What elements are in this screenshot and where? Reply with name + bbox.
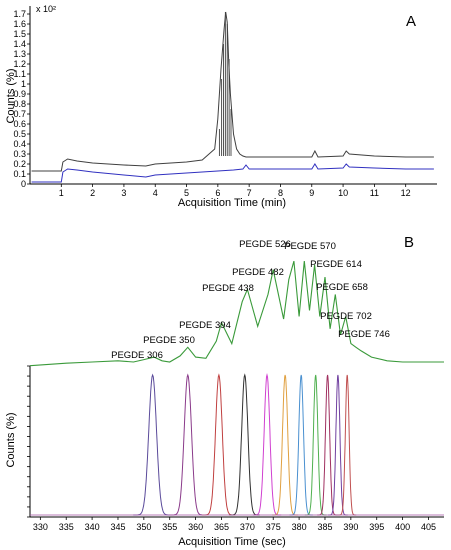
panel-b-x-tick-label: 340 xyxy=(85,522,100,532)
panel-b-x-tick-label: 345 xyxy=(110,522,125,532)
panel-a-y-tick-label: 0 xyxy=(21,179,26,189)
panel-b-peak-label: PEGDE 702 xyxy=(320,311,372,322)
panel-a-y-tick-label: 0.3 xyxy=(13,149,26,159)
panel-a-y-tick-label: 1.3 xyxy=(13,49,26,59)
panel-b-x-tick-label: 330 xyxy=(33,522,48,532)
panel-b-x-tick-label: 395 xyxy=(369,522,384,532)
panel-a-chart: A x 10² Counts (%) Acquisition Time (min… xyxy=(5,4,437,209)
panel-a-y-tick-label: 1 xyxy=(21,79,26,89)
panel-a-y-tick-label: 1.1 xyxy=(13,69,26,79)
panel-a-y-tick-label: 1.6 xyxy=(13,19,26,29)
panel-b-x-axis-title: Acquisition Time (sec) xyxy=(178,536,286,548)
panel-b-x-tick-label: 370 xyxy=(240,522,255,532)
panel-a-y-tick-label: 0.9 xyxy=(13,89,26,99)
panel-b-eic-peak xyxy=(289,374,313,516)
panel-a-x-axis-title: Acquisition Time (min) xyxy=(178,197,286,209)
panel-a-y-tick-label: 1.7 xyxy=(13,9,26,19)
panel-b-x-tick-label: 355 xyxy=(162,522,177,532)
panel-a-x-tick-label: 6 xyxy=(215,188,220,198)
panel-a-y-tick-label: 0.6 xyxy=(13,119,26,129)
panel-a-series-line xyxy=(31,11,434,172)
panel-a-y-tick-label: 1.2 xyxy=(13,59,26,69)
panel-b-peak-label: PEGDE 482 xyxy=(232,267,284,278)
panel-b-eic-peak xyxy=(337,374,357,516)
panel-b-x-tick-label: 365 xyxy=(214,522,229,532)
panel-a-x-tick-label: 10 xyxy=(338,188,348,198)
panel-b-eic-peak xyxy=(229,373,260,516)
panel-b-eic-peak xyxy=(272,374,299,516)
panel-b-peak-label: PEGDE 746 xyxy=(338,329,390,340)
panel-b-peak-label: PEGDE 350 xyxy=(143,335,195,346)
panel-b-peak-label: PEGDE 438 xyxy=(202,283,254,294)
panel-b-eic-peak xyxy=(133,373,173,516)
panel-b-x-tick-label: 385 xyxy=(317,522,332,532)
panel-b-peak-label: PEGDE 306 xyxy=(111,350,163,361)
panel-a-x-tick-label: 3 xyxy=(121,188,126,198)
panel-b-chart: B Counts (%) Acquisition Time (sec) 330 3… xyxy=(5,234,444,548)
panel-b-peak-label: PEGDE 614 xyxy=(310,259,362,270)
panel-a-y-tick-label: 0.7 xyxy=(13,109,26,119)
panel-a-y-tick-label: 0.8 xyxy=(13,99,26,109)
panel-a-x-tick-label: 5 xyxy=(184,188,189,198)
panel-a-series-line xyxy=(31,163,434,183)
panel-b-tic-line xyxy=(29,260,444,367)
panel-a-x-tick-label: 8 xyxy=(278,188,283,198)
panel-a-y-tick-label: 0.2 xyxy=(13,159,26,169)
panel-a-y-tick-label: 1.5 xyxy=(13,29,26,39)
panel-b-peak-label: PEGDE 394 xyxy=(179,320,231,331)
panel-a-y-tick-label: 0.5 xyxy=(13,129,26,139)
panel-a-x-tick-label: 2 xyxy=(90,188,95,198)
panel-a-x-tick-label: 9 xyxy=(309,188,314,198)
panel-a-x-tick-label: 1 xyxy=(59,188,64,198)
panel-b-x-tick-label: 360 xyxy=(188,522,203,532)
panel-a-y-tick-label: 1.4 xyxy=(13,39,26,49)
panel-a-letter: A xyxy=(406,13,416,30)
panel-b-x-tick-label: 405 xyxy=(421,522,436,532)
panel-b-eic-peak xyxy=(328,374,348,516)
panel-b-peak-label: PEGDE 658 xyxy=(316,282,368,293)
panel-a-x-tick-label: 12 xyxy=(401,188,411,198)
panel-b-x-tick-label: 350 xyxy=(136,522,151,532)
panel-a-x-tick-label: 11 xyxy=(370,188,379,198)
panel-a-y-multiplier: x 10² xyxy=(36,4,56,14)
panel-b-x-tick-label: 400 xyxy=(395,522,410,532)
panel-a-x-tick-label: 7 xyxy=(247,188,252,198)
panel-b-eic-peak xyxy=(304,374,327,516)
panel-b-x-tick-label: 390 xyxy=(343,522,358,532)
panel-a-y-tick-label: 0.1 xyxy=(13,169,26,179)
panel-b-x-tick-label: 335 xyxy=(59,522,74,532)
panel-b-eic-peak xyxy=(169,373,206,516)
panel-b-y-axis-title: Counts (%) xyxy=(5,412,17,467)
panel-b-x-tick-label: 375 xyxy=(266,522,281,532)
panel-a-x-tick-label: 4 xyxy=(153,188,158,198)
panel-a-y-tick-label: 0.4 xyxy=(13,139,26,149)
panel-b-eic-peak xyxy=(317,374,338,516)
panel-b-x-tick-label: 380 xyxy=(292,522,307,532)
panel-b-peak-label: PEGDE 570 xyxy=(284,241,336,252)
panel-a-y-axis-title: Counts (%) xyxy=(5,68,17,123)
panel-b-eic-peak xyxy=(252,373,282,516)
panel-b-peak-label: PEGDE 526 xyxy=(239,239,291,250)
panel-b-eic-peak xyxy=(202,373,236,516)
panel-b-letter: B xyxy=(404,234,414,251)
